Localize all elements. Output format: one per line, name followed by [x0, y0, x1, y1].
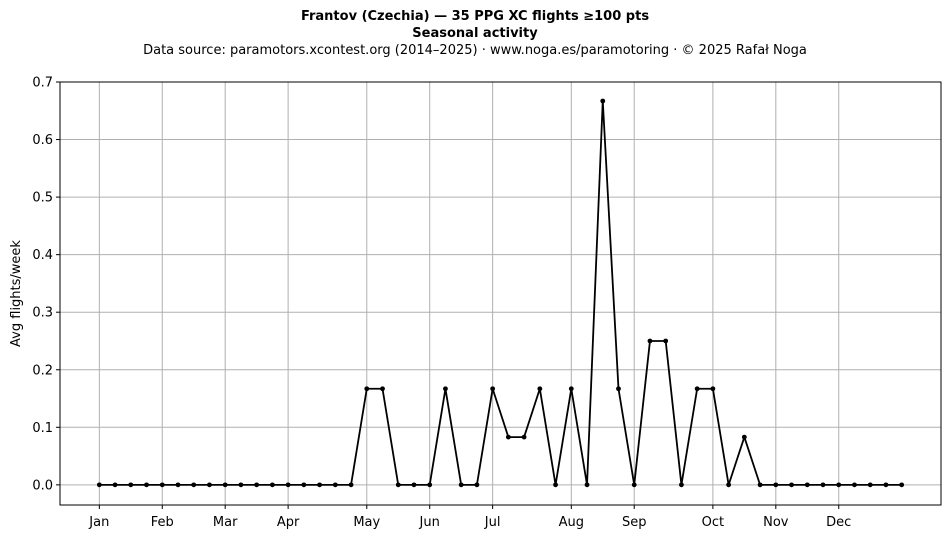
data-point [505, 434, 511, 440]
x-tick-label: Feb [151, 515, 174, 530]
x-tick-label: Jan [88, 515, 109, 530]
data-point [395, 482, 401, 488]
series-line [99, 100, 902, 486]
x-tick-label: Aug [559, 515, 584, 530]
data-point [521, 434, 527, 440]
y-tick-label: 0.1 [32, 421, 53, 436]
data-point [411, 482, 417, 488]
data-point [694, 386, 700, 392]
data-point [553, 482, 558, 488]
data-point [443, 386, 448, 392]
x-tick-label: May [353, 515, 380, 530]
data-point [757, 482, 763, 488]
x-tick-label: Jun [419, 515, 440, 530]
data-point [568, 386, 574, 392]
grid-lines [60, 81, 941, 505]
y-tick-label: 0.5 [32, 191, 53, 206]
data-point [317, 482, 322, 488]
data-point [175, 482, 181, 488]
x-tick-label: Dec [826, 515, 851, 530]
data-points [96, 98, 905, 488]
data-point [820, 482, 826, 488]
data-point [616, 386, 621, 392]
x-tick-label: Sep [622, 515, 647, 530]
data-point [285, 482, 291, 488]
data-point [679, 482, 684, 488]
data-point [647, 338, 653, 344]
series-line-path [99, 100, 902, 486]
data-point [710, 386, 716, 392]
data-point [112, 482, 118, 488]
data-point [128, 482, 134, 488]
chart-title: Frantov (Czechia) — 35 PPG XC flights ≥1… [300, 9, 650, 24]
data-point [631, 482, 637, 488]
data-point [207, 482, 212, 488]
data-point [867, 482, 873, 488]
data-point [269, 482, 275, 488]
data-point [852, 482, 857, 488]
data-point [380, 386, 385, 392]
x-axis-ticks: Jan Feb Mar Apr May Jun Jul Aug Sep Oct Nov Dec [88, 505, 851, 530]
x-tick-label: Apr [277, 515, 300, 530]
data-point [191, 482, 197, 488]
data-point [458, 482, 464, 488]
data-point [222, 482, 228, 488]
data-point [600, 98, 606, 104]
data-point [474, 482, 480, 488]
data-point [427, 482, 433, 488]
data-point [254, 482, 260, 488]
plot-frame [59, 81, 942, 506]
data-point [836, 482, 842, 488]
data-point [364, 386, 370, 392]
data-point [348, 482, 354, 488]
data-point [584, 482, 590, 488]
data-point [159, 482, 165, 488]
x-tick-label: Nov [763, 515, 789, 530]
data-point [537, 386, 543, 392]
x-tick-label: Mar [213, 515, 238, 530]
data-point [726, 482, 732, 488]
y-tick-label: 0.6 [32, 133, 53, 148]
x-tick-label: Oct [702, 515, 724, 530]
y-tick-label: 0.2 [32, 363, 53, 378]
data-point [490, 386, 496, 392]
y-tick-label: 0.4 [32, 248, 53, 263]
data-point [899, 482, 905, 488]
chart-subtitle: Seasonal activity [412, 26, 538, 41]
chart-header: Frantov (Czechia) — 35 PPG XC flights ≥1… [0, 8, 950, 60]
data-point [804, 482, 810, 488]
data-source-note: Data source: paramotors.xcontest.org (20… [143, 43, 807, 58]
data-point [883, 482, 889, 488]
data-point [773, 482, 779, 488]
y-tick-label: 0.3 [32, 306, 53, 321]
x-tick-label: Jul [484, 515, 501, 530]
data-point [789, 482, 794, 488]
y-axis-label: Avg flights/week [9, 240, 24, 347]
y-tick-label: 0.0 [32, 478, 53, 493]
data-point [96, 482, 102, 488]
data-point [238, 482, 244, 488]
data-point [332, 482, 338, 488]
data-point [663, 338, 669, 344]
y-tick-label: 0.7 [32, 76, 53, 91]
data-point [144, 482, 149, 488]
y-axis-ticks: 0.0 0.1 0.2 0.3 0.4 0.5 0.6 0.7 [32, 76, 60, 493]
data-point [741, 434, 747, 440]
data-point [301, 482, 307, 488]
